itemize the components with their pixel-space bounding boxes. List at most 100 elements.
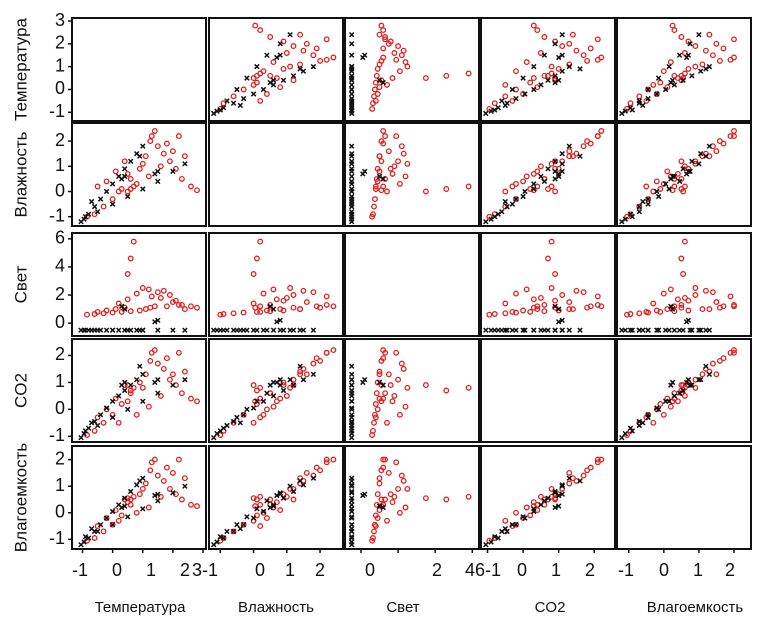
data-point-black-24 [137, 478, 143, 484]
data-point-black-4 [97, 412, 104, 418]
y-variable-labels: Температура Влажность Свет CO2 Влагоемкость [11, 17, 30, 552]
data-point-red-19 [566, 299, 573, 306]
data-point-red-32 [664, 395, 671, 402]
data-point-black-13 [224, 422, 230, 429]
data-point-black-15 [124, 406, 131, 413]
data-point-red-16 [534, 183, 541, 190]
data-point-red-20 [283, 392, 290, 399]
data-point-red-24 [502, 300, 509, 307]
data-point-black-10 [697, 327, 704, 333]
data-point-black-21 [555, 77, 562, 84]
data-point-black-21 [121, 306, 128, 312]
data-point-black-21 [376, 173, 383, 180]
data-point-red-13 [692, 158, 699, 165]
data-point-black-15 [655, 327, 662, 333]
data-point-red-16 [188, 395, 194, 402]
data-point-black-0 [210, 434, 217, 441]
data-point-black-12 [629, 428, 636, 434]
data-point-red-28 [250, 382, 257, 389]
data-point-black-7 [671, 82, 678, 88]
data-point-red-17 [252, 503, 259, 510]
data-point-red-32 [664, 306, 671, 313]
data-point-red-7 [142, 480, 149, 487]
data-point-black-4 [240, 412, 247, 418]
data-point-red-6 [280, 65, 287, 72]
data-point-black-0 [619, 434, 625, 441]
data-point-black-24 [297, 363, 303, 369]
data-point-black-20 [380, 79, 386, 86]
data-point-red-19 [169, 469, 176, 476]
data-point-black-21 [376, 379, 383, 386]
data-point-red-24 [115, 300, 122, 307]
cell-points-2-0 [78, 238, 200, 333]
data-point-black-2 [495, 535, 501, 541]
data-point-red-18 [297, 31, 304, 38]
data-point-black-23 [274, 492, 280, 499]
matrix-cell-4-2 [344, 445, 480, 550]
matrix-marks [78, 22, 737, 548]
data-point-black-9 [689, 73, 695, 79]
data-point-red-34 [257, 523, 264, 530]
data-point-red-32 [112, 306, 119, 313]
data-point-red-12 [300, 47, 307, 54]
data-point-red-21 [523, 504, 530, 511]
data-point-red-10 [727, 133, 734, 140]
data-point-red-1 [370, 535, 376, 541]
data-point-red-25 [287, 285, 294, 291]
data-point-red-23 [389, 398, 396, 405]
data-point-black-16 [254, 327, 260, 333]
x-axis-label-1: Влажность [238, 599, 314, 616]
data-point-red-9 [380, 456, 387, 463]
data-point-black-18 [170, 490, 176, 496]
data-point-red-31 [653, 178, 660, 185]
data-point-black-14 [645, 327, 651, 333]
data-point-black-8 [121, 387, 128, 394]
data-point-black-23 [555, 492, 562, 499]
data-point-black-23 [274, 379, 280, 386]
data-point-red-20 [157, 294, 164, 301]
data-point-red-30 [175, 349, 182, 356]
data-point-red-21 [402, 504, 409, 511]
data-point-black-17 [155, 390, 161, 396]
data-point-red-30 [323, 36, 330, 43]
data-point-black-24 [703, 66, 709, 72]
x-tick-label-11: 6-1 [475, 560, 501, 580]
data-point-red-14 [685, 297, 692, 304]
data-point-red-27 [253, 255, 260, 262]
data-point-red-15 [178, 175, 185, 182]
data-point-red-24 [650, 419, 657, 426]
data-point-red-33 [290, 382, 297, 389]
cell-points-1-4 [619, 128, 737, 225]
data-point-black-4 [97, 521, 104, 528]
data-point-red-34 [643, 97, 650, 104]
data-point-black-19 [348, 376, 355, 383]
data-point-black-10 [559, 150, 565, 157]
data-point-black-18 [687, 41, 693, 47]
data-point-red-11 [398, 360, 405, 367]
x-tick-label-7: 2 [315, 560, 325, 580]
data-point-black-19 [287, 31, 293, 38]
data-point-red-14 [280, 297, 287, 304]
data-point-red-21 [402, 173, 409, 180]
data-point-red-3 [513, 309, 519, 316]
data-point-red-31 [263, 91, 270, 97]
data-point-black-5 [103, 515, 110, 521]
data-point-black-0 [348, 434, 355, 441]
data-point-black-7 [115, 327, 122, 333]
data-point-red-17 [530, 22, 537, 29]
data-point-red-26 [465, 70, 472, 77]
data-point-red-4 [527, 79, 534, 86]
data-point-red-13 [559, 292, 566, 298]
data-point-black-16 [666, 63, 672, 70]
data-point-black-16 [666, 186, 672, 192]
data-point-red-18 [181, 475, 188, 482]
data-point-black-2 [85, 535, 92, 541]
data-point-red-23 [530, 296, 537, 303]
data-point-red-27 [443, 496, 450, 503]
data-point-red-11 [310, 289, 317, 296]
data-point-black-18 [552, 327, 558, 333]
data-point-red-7 [566, 306, 573, 313]
data-point-red-1 [491, 311, 498, 317]
data-point-red-15 [178, 301, 185, 308]
data-point-black-7 [270, 327, 277, 333]
